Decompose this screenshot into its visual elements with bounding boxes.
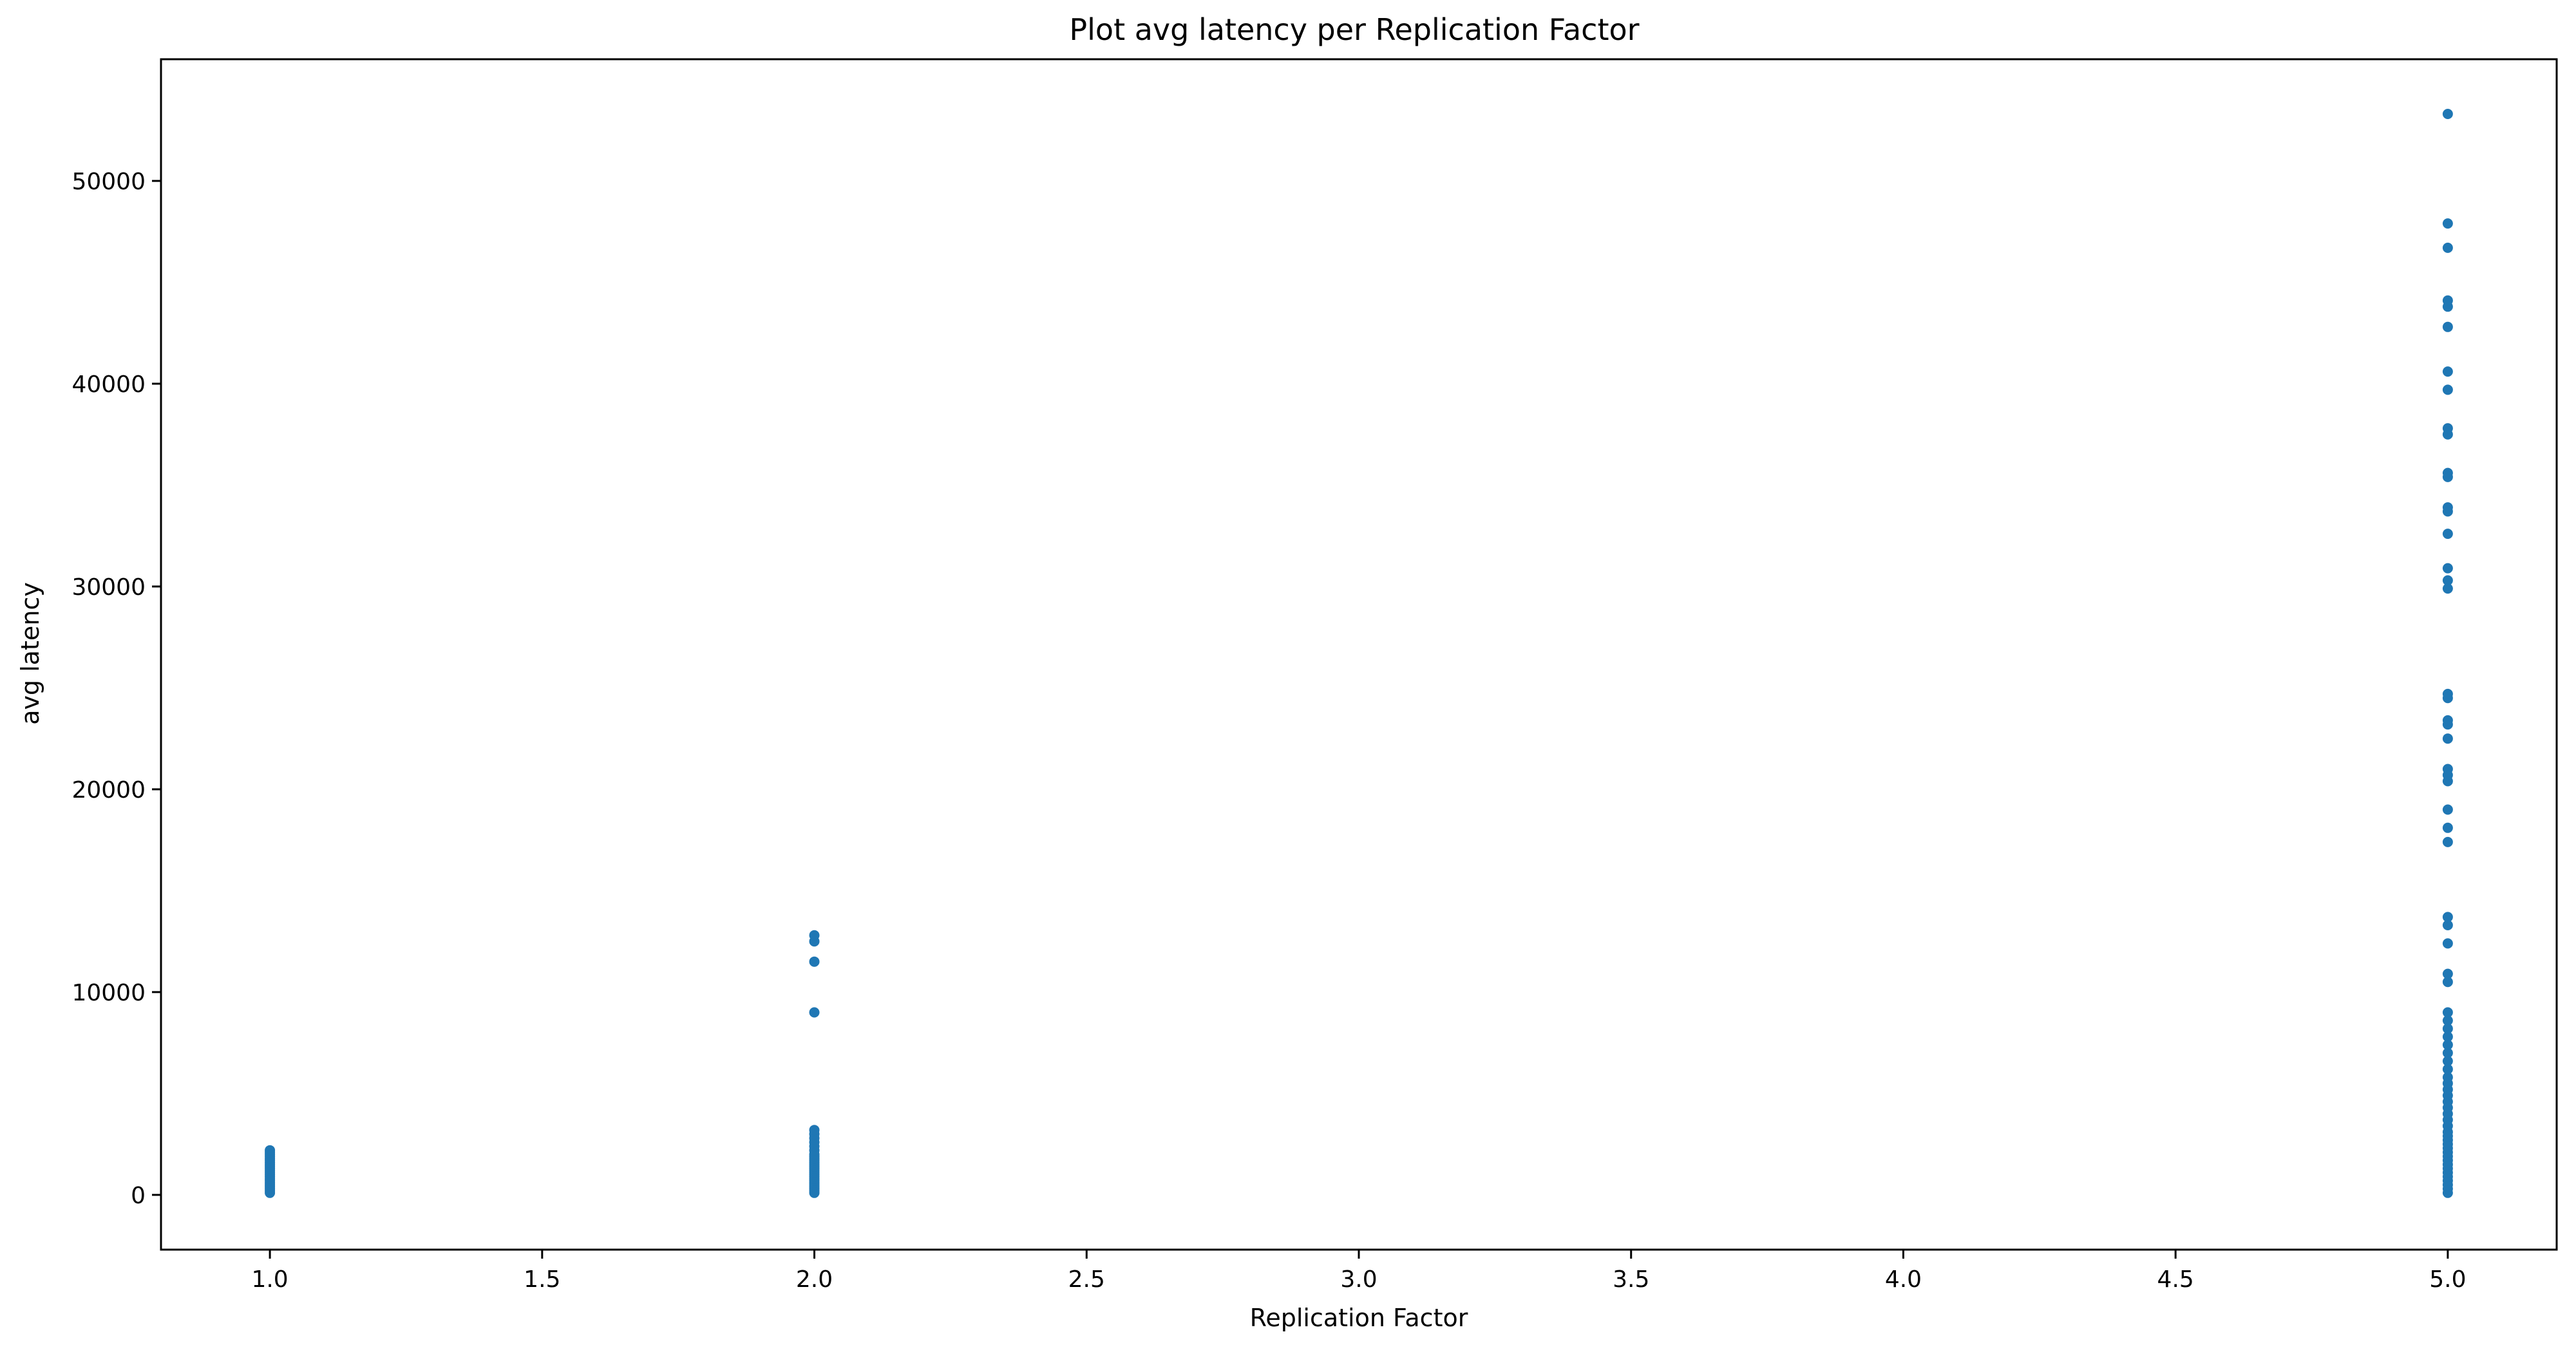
x-tick-label: 4.5 [2157, 1266, 2194, 1293]
x-tick-label: 1.5 [524, 1266, 560, 1293]
x-tick-label: 5.0 [2429, 1266, 2466, 1293]
x-tick-label: 3.0 [1340, 1266, 1377, 1293]
y-tick-label: 50000 [71, 169, 146, 195]
data-point [2442, 715, 2453, 726]
data-point [2442, 688, 2453, 699]
data-point [2442, 920, 2453, 930]
data-point [2442, 384, 2453, 395]
data-point [2442, 109, 2453, 119]
plot-frame [160, 58, 2558, 1251]
data-point [809, 930, 820, 941]
data-point [2442, 968, 2453, 979]
data-point [2442, 467, 2453, 478]
y-ticks: 0 10000 20000 30000 40000 50000 [71, 169, 161, 1209]
y-tick-label: 40000 [71, 371, 146, 398]
data-point [2442, 575, 2453, 586]
y-tick-label: 10000 [71, 980, 146, 1006]
data-point [2442, 218, 2453, 229]
data-point [2442, 295, 2453, 306]
data-point [2442, 1015, 2453, 1026]
x-tick-label: 2.0 [796, 1266, 833, 1293]
data-point [2442, 583, 2453, 594]
y-axis-label: avg latency [16, 582, 44, 725]
x-tick-label: 2.5 [1068, 1266, 1105, 1293]
data-point [2442, 822, 2453, 833]
y-tick-label: 20000 [71, 777, 146, 803]
x-tick-label: 3.5 [1613, 1266, 1649, 1293]
data-point [2442, 1031, 2453, 1042]
data-point [2442, 1039, 2453, 1050]
y-tick-label: 0 [131, 1183, 146, 1209]
data-point [2442, 366, 2453, 377]
data-point [2442, 912, 2453, 923]
data-point [2442, 502, 2453, 513]
data-point [2442, 242, 2453, 253]
data-point [809, 1125, 820, 1136]
data-point [2442, 1047, 2453, 1058]
data-point [2442, 1064, 2453, 1075]
y-tick-label: 30000 [71, 574, 146, 601]
data-point [2442, 1007, 2453, 1018]
chart-title: Plot avg latency per Replication Factor [1069, 12, 1639, 47]
data-point [2442, 529, 2453, 540]
x-tick-label: 1.0 [251, 1266, 288, 1293]
data-point [2442, 1072, 2453, 1083]
data-point [2442, 423, 2453, 434]
data-point [265, 1145, 276, 1156]
data-point [2442, 977, 2453, 988]
data-point [809, 1007, 820, 1018]
data-point [2442, 836, 2453, 847]
data-point [2442, 563, 2453, 574]
data-point [2442, 1056, 2453, 1067]
x-ticks: 1.0 1.5 2.0 2.5 3.0 3.5 4.0 4.5 5.0 [251, 1250, 2467, 1293]
data-point [2442, 321, 2453, 332]
data-point [2442, 764, 2453, 775]
x-tick-label: 4.0 [1885, 1266, 1922, 1293]
points-layer [265, 109, 2453, 1198]
data-point [2442, 804, 2453, 815]
data-point [2442, 733, 2453, 744]
data-point [809, 956, 820, 967]
data-point [2442, 1023, 2453, 1034]
data-point [2442, 938, 2453, 949]
x-axis-label: Replication Factor [1250, 1304, 1468, 1332]
